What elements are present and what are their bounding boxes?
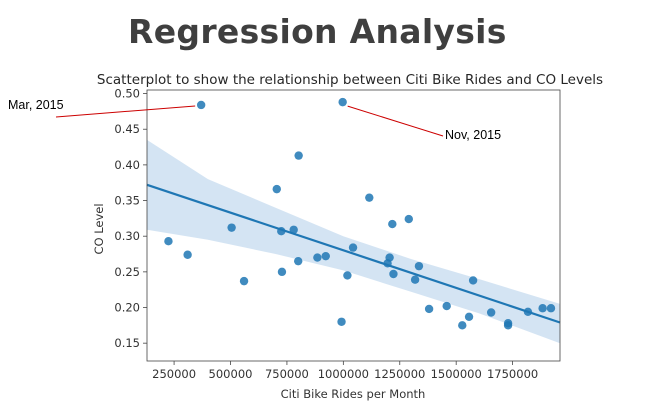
data-point: [388, 219, 397, 229]
y-tick-label: 0.25: [114, 265, 140, 279]
x-tick-label: 1750000: [487, 367, 538, 381]
annotations-layer: Mar, 2015 Nov, 2015: [8, 98, 501, 142]
data-point: [503, 321, 513, 330]
annotation-line-mar: [55, 105, 196, 118]
y-tick-label: 0.40: [114, 158, 140, 172]
x-tick-label: 1000000: [318, 367, 369, 381]
data-point: [289, 225, 298, 234]
x-tick-label: 750000: [265, 367, 309, 381]
data-point: [321, 251, 330, 261]
x-tick-label: 500000: [209, 367, 253, 381]
chart-title: Scatterplot to show the relationship bet…: [97, 72, 603, 88]
y-tick-label: 0.20: [114, 301, 140, 315]
slide-title: Regression Analysis: [128, 12, 507, 51]
data-point: [546, 304, 556, 313]
data-point: [464, 312, 474, 321]
data-point: [343, 271, 352, 280]
data-point: [538, 304, 547, 313]
data-points-layer: [164, 97, 556, 330]
data-point: [404, 214, 413, 224]
y-tick-label: 0.45: [114, 122, 140, 136]
data-point: [196, 100, 206, 110]
data-point: [365, 193, 374, 202]
y-tick-label: 0.15: [114, 336, 140, 350]
x-tick-label: 250000: [152, 367, 196, 381]
data-point: [272, 184, 281, 194]
annotation-label-nov: Nov, 2015: [445, 128, 501, 142]
data-point: [414, 261, 424, 271]
regression-line: [146, 183, 561, 324]
data-point: [486, 308, 496, 317]
data-point: [227, 223, 236, 232]
data-point: [294, 256, 303, 266]
data-point: [458, 321, 467, 330]
data-point: [313, 253, 322, 262]
data-point: [337, 317, 346, 326]
data-point: [294, 151, 303, 160]
y-axis-ticks: 0.15 0.20 0.25 0.30 0.35 0.40 0.45 0.50: [114, 87, 147, 350]
y-tick-label: 0.35: [114, 194, 140, 208]
plot-frame: [146, 89, 561, 362]
data-point: [468, 276, 478, 285]
x-tick-label: 1500000: [431, 367, 482, 381]
confidence-band: [147, 139, 560, 344]
data-point: [338, 97, 347, 107]
data-point: [277, 267, 287, 277]
data-point: [183, 250, 192, 259]
data-point: [389, 269, 398, 279]
data-point: [164, 236, 173, 246]
data-point: [277, 227, 286, 236]
annotation-line-nov: [347, 105, 444, 137]
x-axis-ticks: 250000 500000 750000 1000000 1250000 1500000 1…: [152, 361, 538, 381]
y-axis-label: CO Level: [92, 203, 106, 254]
y-tick-label: 0.30: [114, 229, 140, 243]
y-tick-label: 0.50: [114, 87, 140, 101]
data-point: [442, 301, 451, 311]
data-point: [410, 275, 420, 284]
regression-line-layer: [146, 183, 561, 324]
data-point: [348, 243, 358, 252]
x-axis-label: Citi Bike Rides per Month: [281, 387, 426, 401]
confidence-band-layer: [147, 139, 560, 344]
annotation-label-mar: Mar, 2015: [8, 98, 64, 112]
data-point: [385, 253, 394, 262]
data-point: [523, 307, 533, 316]
data-point: [424, 304, 434, 314]
data-point: [239, 276, 249, 286]
x-tick-label: 1250000: [374, 367, 425, 381]
